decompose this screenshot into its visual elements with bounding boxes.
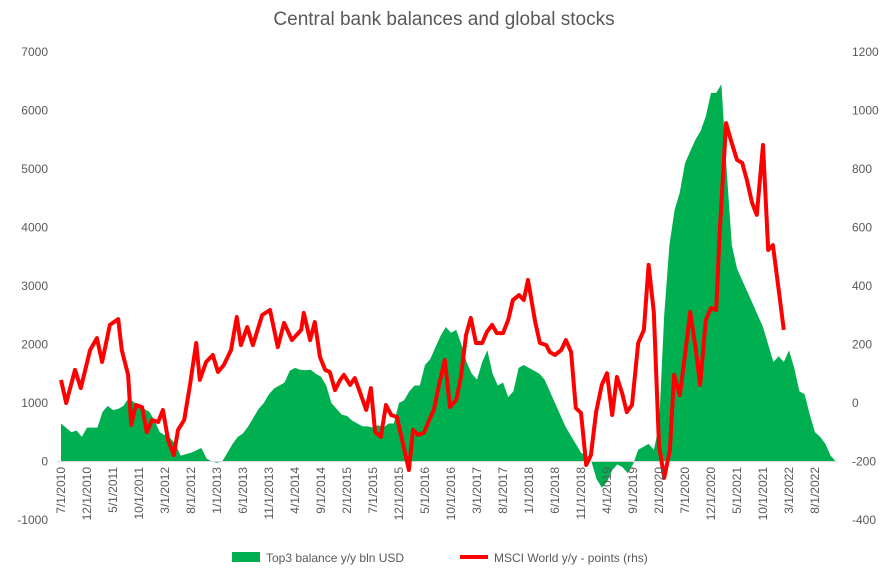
x-tick-label: 9/1/2014 [314,467,328,514]
x-tick-label: 5/1/2016 [418,467,432,514]
x-tick-label: 8/1/2012 [184,467,198,514]
y-right-tick-label: 0 [852,396,859,410]
x-tick-label: 11/1/2013 [262,467,276,520]
line-series-msci-world [59,121,786,480]
x-tick-label: 8/1/2022 [808,467,822,514]
x-tick-label: 10/1/2011 [132,467,146,520]
x-tick-label: 1/1/2018 [522,467,536,514]
legend-label-line: MSCI World y/y - points (rhs) [494,551,648,565]
x-tick-label: 2/1/2020 [652,467,666,514]
x-tick-label: 4/1/2014 [288,467,302,514]
x-tick-label: 12/1/2015 [392,467,406,521]
x-tick-label: 5/1/2021 [730,467,744,514]
y-right-tick-label: 1000 [852,104,879,118]
x-tick-label: 2/1/2015 [340,467,354,514]
y-left-tick-label: 2000 [21,338,48,352]
x-tick-label: 6/1/2013 [236,467,250,514]
y-left-tick-label: 0 [41,455,48,469]
y-left-tick-label: 7000 [21,45,48,59]
y-left-tick-label: -1000 [17,513,48,527]
y-left-tick-label: 5000 [21,162,48,176]
x-tick-label: 10/1/2021 [756,467,770,521]
y-left-tick-label: 4000 [21,221,48,235]
x-tick-label: 4/1/2019 [600,467,614,514]
x-tick-label: 8/1/2017 [496,467,510,514]
x-tick-label: 6/1/2018 [548,467,562,514]
x-tick-label: 12/1/2010 [80,467,94,521]
x-tick-label: 7/1/2020 [678,467,692,514]
area-series-top3-balance [61,84,836,488]
x-tick-label: 5/1/2011 [106,467,120,513]
y-right-tick-label: 800 [852,162,872,176]
y-left-tick-label: 6000 [21,104,48,118]
x-tick-label: 11/1/2018 [574,467,588,520]
legend: Top3 balance y/y bln USD MSCI World y/y … [232,551,648,565]
y-right-tick-label: 600 [852,221,872,235]
y-right-tick-label: -400 [852,513,876,527]
x-tick-label: 10/1/2016 [444,467,458,521]
chart-title: Central bank balances and global stocks [273,9,614,30]
x-tick-label: 1/1/2013 [210,467,224,514]
y-left-tick-label: 1000 [21,396,48,410]
y-left-tick-label: 3000 [21,279,48,293]
x-tick-label: 9/1/2019 [626,467,640,514]
y-right-tick-label: 200 [852,338,872,352]
y-right-tick-label: 400 [852,279,872,293]
legend-swatch-area [232,552,260,562]
x-tick-label: 7/1/2010 [54,467,68,514]
y-right-tick-label: 1200 [852,45,879,59]
legend-label-area: Top3 balance y/y bln USD [266,551,404,565]
y-right-tick-label: -200 [852,455,876,469]
x-tick-label: 12/1/2020 [704,467,718,521]
x-tick-label: 7/1/2015 [366,467,380,514]
x-tick-label: 3/1/2012 [158,467,172,514]
x-tick-label: 3/1/2017 [470,467,484,514]
x-tick-label: 3/1/2022 [782,467,796,514]
